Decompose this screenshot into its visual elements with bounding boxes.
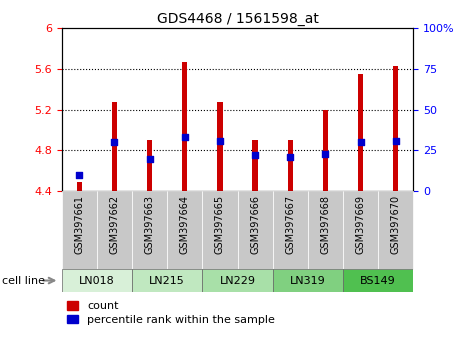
Point	[216, 138, 224, 143]
Text: GSM397664: GSM397664	[180, 195, 190, 254]
Bar	[378, 191, 413, 269]
Text: LN229: LN229	[219, 275, 256, 286]
Bar	[132, 269, 202, 292]
Point	[357, 139, 364, 145]
Bar	[112, 102, 117, 191]
Bar	[147, 140, 152, 191]
Text: BS149: BS149	[360, 275, 396, 286]
Bar	[76, 182, 82, 191]
Point	[392, 138, 399, 143]
Title: GDS4468 / 1561598_at: GDS4468 / 1561598_at	[157, 12, 318, 26]
Bar	[182, 62, 188, 191]
Point	[251, 153, 259, 158]
Point	[181, 135, 189, 140]
Bar	[217, 102, 223, 191]
Bar	[343, 191, 378, 269]
Text: GSM397668: GSM397668	[320, 195, 331, 254]
Text: cell line: cell line	[2, 275, 46, 286]
Bar	[252, 140, 258, 191]
Bar	[287, 140, 293, 191]
Text: GSM397670: GSM397670	[390, 195, 401, 254]
Text: GSM397663: GSM397663	[144, 195, 155, 254]
Text: LN319: LN319	[290, 275, 326, 286]
Text: GSM397667: GSM397667	[285, 195, 295, 254]
Bar	[343, 269, 413, 292]
Point	[111, 139, 118, 145]
Text: GSM397665: GSM397665	[215, 195, 225, 254]
Bar	[393, 66, 399, 191]
Bar	[273, 269, 343, 292]
Text: GSM397661: GSM397661	[74, 195, 85, 254]
Bar	[132, 191, 167, 269]
Bar	[62, 269, 132, 292]
Point	[146, 156, 153, 161]
Text: GSM397662: GSM397662	[109, 195, 120, 254]
Bar	[323, 110, 328, 191]
Bar	[308, 191, 343, 269]
Legend: count, percentile rank within the sample: count, percentile rank within the sample	[67, 301, 275, 325]
Bar	[238, 191, 273, 269]
Bar	[62, 191, 97, 269]
Bar	[273, 191, 308, 269]
Point	[76, 172, 83, 178]
Bar	[202, 269, 273, 292]
Text: GSM397666: GSM397666	[250, 195, 260, 254]
Text: GSM397669: GSM397669	[355, 195, 366, 254]
Bar	[167, 191, 202, 269]
Bar	[97, 191, 132, 269]
Point	[322, 151, 329, 156]
Text: LN018: LN018	[79, 275, 115, 286]
Text: LN215: LN215	[149, 275, 185, 286]
Bar	[358, 74, 363, 191]
Bar	[202, 191, 238, 269]
Point	[286, 154, 294, 160]
